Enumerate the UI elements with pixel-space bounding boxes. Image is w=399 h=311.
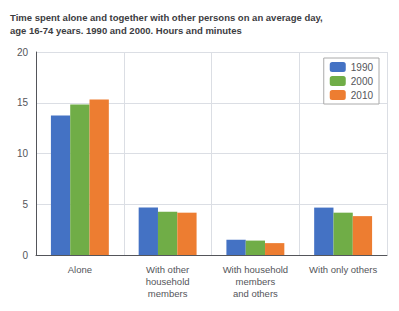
svg-text:15: 15 [17, 97, 29, 108]
svg-text:With other: With other [146, 264, 189, 275]
svg-text:and others: and others [233, 288, 278, 299]
svg-text:20: 20 [17, 47, 29, 58]
svg-text:age 16-74 years. 1990 and 2000: age 16-74 years. 1990 and 2000. Hours an… [10, 25, 242, 36]
svg-text:2010: 2010 [351, 90, 374, 101]
svg-text:10: 10 [17, 148, 29, 159]
svg-text:With household: With household [223, 264, 288, 275]
svg-text:2000: 2000 [351, 76, 374, 87]
svg-text:household: household [146, 276, 190, 287]
svg-text:members: members [148, 288, 188, 299]
svg-text:5: 5 [22, 199, 28, 210]
svg-text:members: members [236, 276, 276, 287]
svg-text:Alone: Alone [68, 264, 92, 275]
svg-text:1990: 1990 [351, 62, 374, 73]
svg-text:With only others: With only others [309, 264, 377, 275]
svg-text:0: 0 [22, 250, 28, 261]
svg-text:Time spent alone and together: Time spent alone and together with other… [10, 12, 323, 23]
